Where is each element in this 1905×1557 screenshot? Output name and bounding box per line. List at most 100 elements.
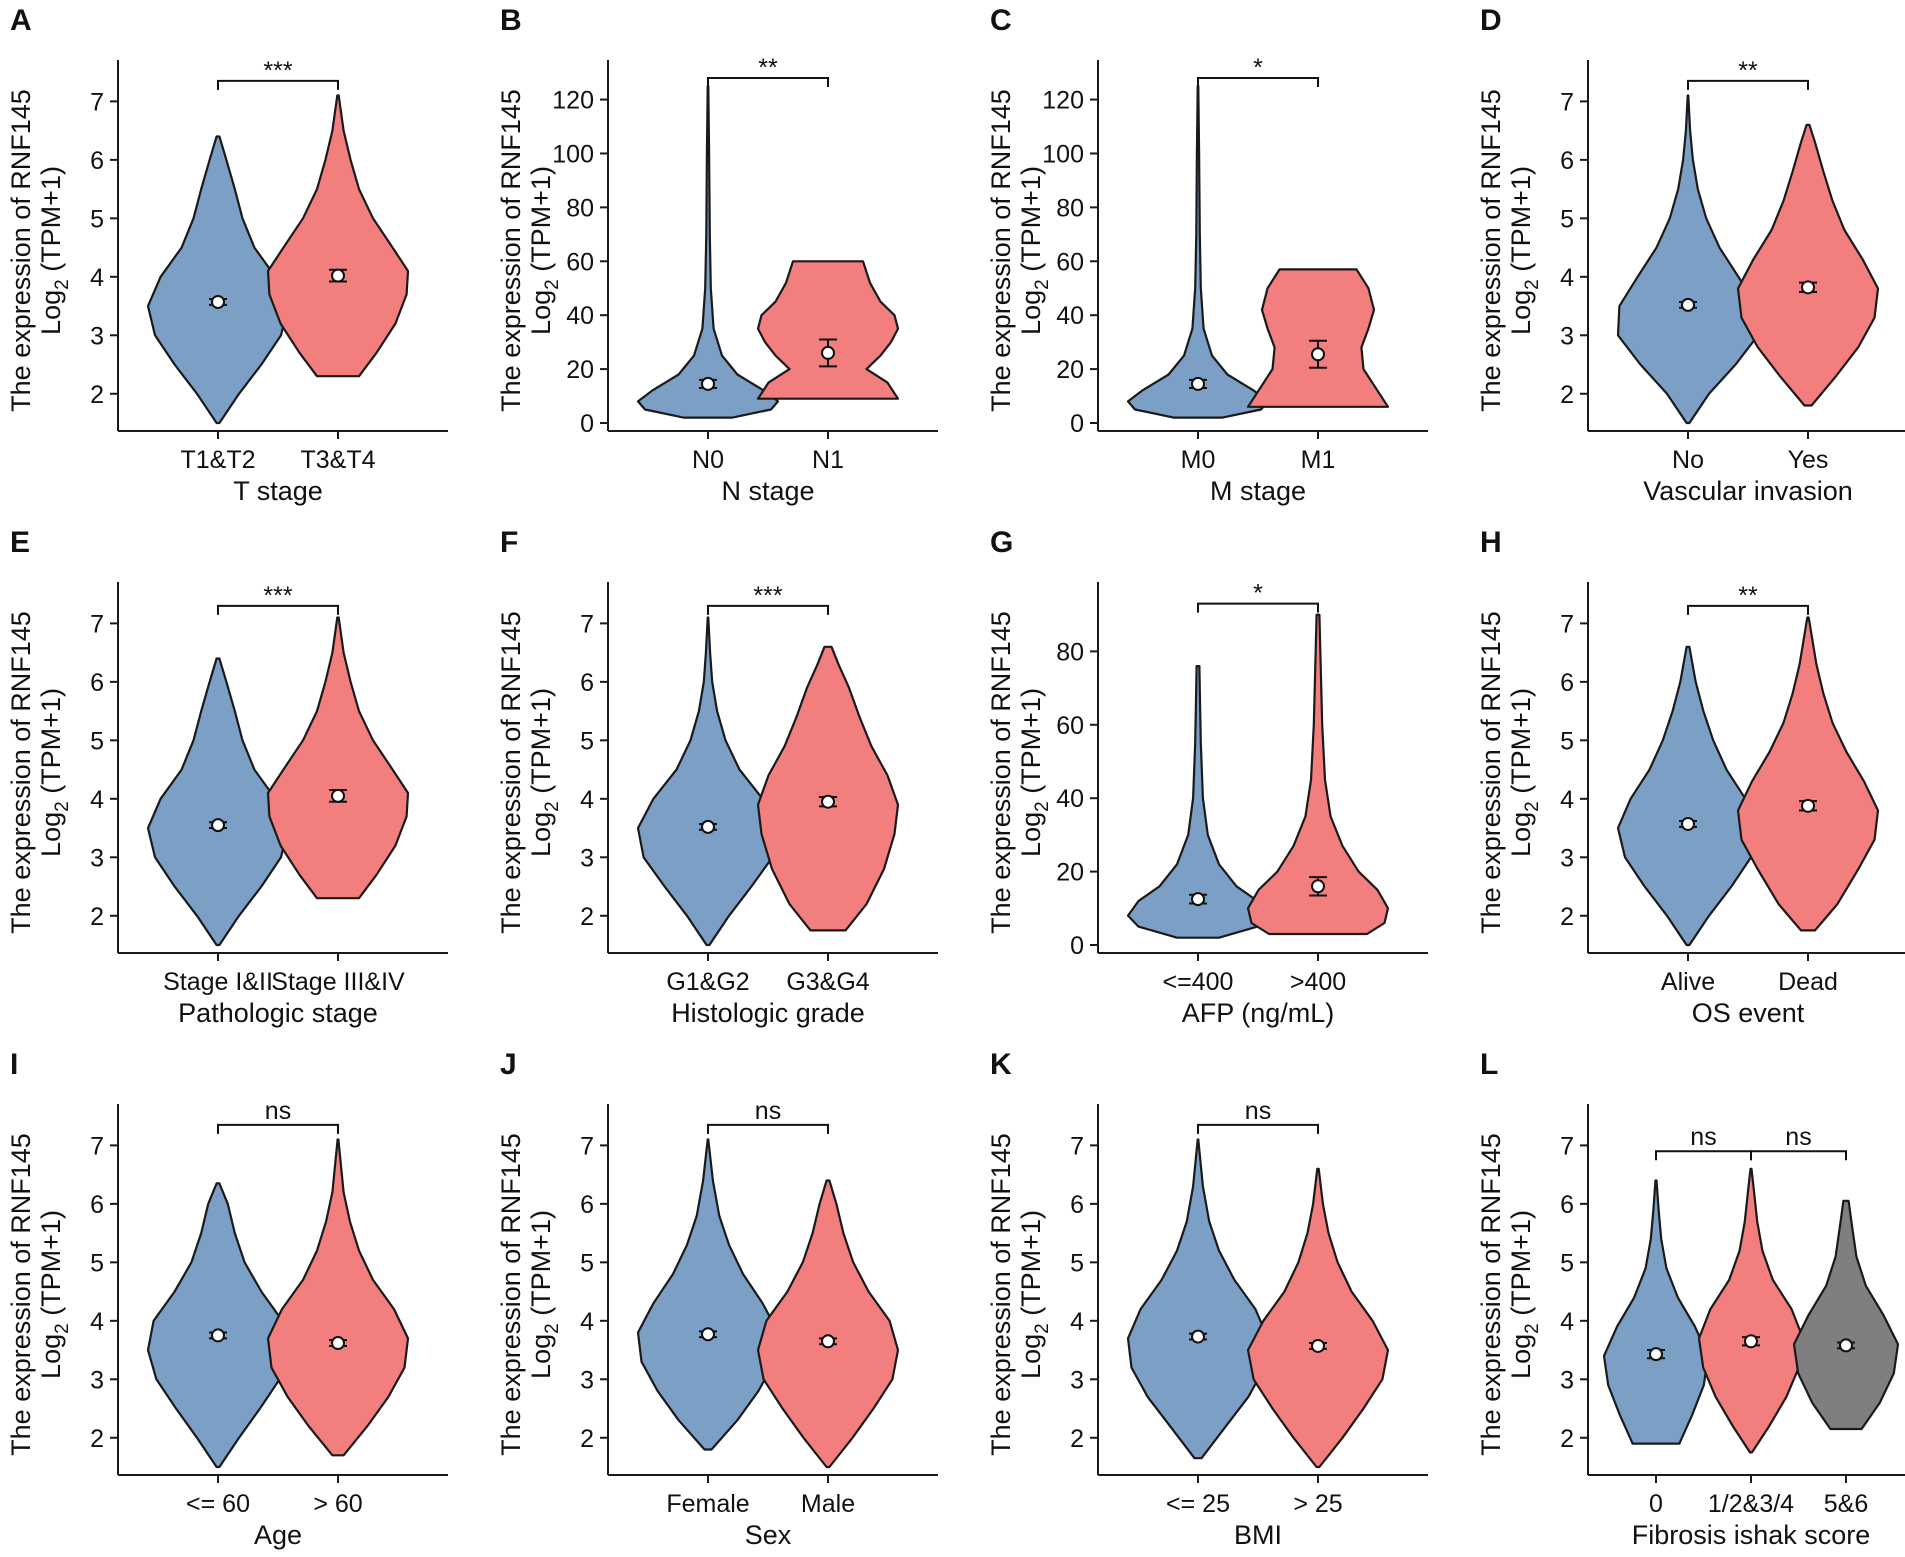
y-axis-title-log: Log: [1506, 1334, 1536, 1379]
violin-1: [756, 260, 900, 400]
significance-bracket: [1687, 79, 1809, 90]
y-axis-title-line1: The expression of RNF145: [6, 89, 36, 412]
x-axis-title: BMI: [1234, 1520, 1282, 1550]
significance-label: ns: [755, 1097, 781, 1125]
y-tick-label: 5: [1070, 1249, 1084, 1277]
y-tick-label: 7: [1560, 610, 1574, 638]
x-category-label: M1: [1301, 446, 1336, 474]
panel-letter: H: [1480, 526, 1502, 559]
x-category-label: 1/2&3/4: [1708, 1490, 1794, 1518]
y-tick-label: 6: [90, 669, 104, 697]
y-tick-label: 4: [90, 264, 104, 292]
y-axis-title-line2: Log2 (TPM+1): [1506, 1210, 1543, 1379]
y-axis-title-subscript: 2: [1522, 1323, 1543, 1334]
y-tick-label: 7: [90, 88, 104, 116]
y-tick-label: 6: [580, 669, 594, 697]
x-category-label: 0: [1649, 1490, 1663, 1518]
significance-label: ns: [1245, 1097, 1271, 1125]
significance-label: *: [1253, 54, 1263, 82]
significance-bracket: [1197, 602, 1319, 613]
y-axis-title-line2: Log2 (TPM+1): [526, 166, 563, 335]
y-axis-title-line1: The expression of RNF145: [986, 1133, 1016, 1456]
y-tick-label: 6: [1560, 669, 1574, 697]
y-tick-label: 7: [90, 1132, 104, 1160]
y-tick-label: 0: [1070, 932, 1084, 960]
panel-letter: K: [990, 1048, 1012, 1081]
y-axis-title-subscript: 2: [52, 801, 73, 812]
median-point: [211, 818, 225, 833]
y-tick-label: 4: [580, 1308, 594, 1336]
x-axis-title: M stage: [1210, 476, 1306, 506]
y-tick-label: 20: [1056, 859, 1084, 887]
x-category-label: G1&G2: [666, 968, 749, 996]
y-tick-label: 5: [90, 205, 104, 233]
y-axis-title-line1: The expression of RNF145: [986, 89, 1016, 412]
y-tick-label: 7: [90, 610, 104, 638]
median-point: [331, 1336, 345, 1351]
y-tick-label: 4: [1560, 1308, 1574, 1336]
y-tick-label: 20: [1056, 356, 1084, 384]
violin-1: [1246, 1167, 1390, 1469]
significance-label: **: [1738, 582, 1758, 610]
y-axis-title-log: Log: [526, 1334, 556, 1379]
y-tick-label: 2: [580, 1425, 594, 1453]
panel-letter: F: [500, 526, 518, 559]
y-tick-label: 6: [580, 1191, 594, 1219]
y-axis-title-unit: (TPM+1): [1506, 166, 1536, 279]
y-tick-label: 2: [90, 903, 104, 931]
y-tick-label: 5: [1560, 727, 1574, 755]
x-category-label: T1&T2: [180, 446, 255, 474]
y-axis-title-line2: Log2 (TPM+1): [36, 166, 73, 335]
significance-bracket: [1197, 1123, 1319, 1134]
y-tick-label: 100: [1042, 140, 1084, 168]
y-tick-label: 2: [1560, 1425, 1574, 1453]
violin-1: [266, 1138, 410, 1457]
y-axis-title-log: Log: [36, 290, 66, 335]
y-axis-title-log: Log: [526, 812, 556, 857]
significance-bracket: [707, 604, 829, 615]
y-axis-title-unit: (TPM+1): [36, 688, 66, 801]
median-point: [1681, 297, 1695, 312]
y-axis-title-subscript: 2: [1032, 1323, 1053, 1334]
y-axis-title-unit: (TPM+1): [1016, 1210, 1046, 1323]
y-axis-title-log: Log: [1016, 812, 1046, 857]
y-axis-title-unit: (TPM+1): [1506, 1210, 1536, 1323]
significance-bracket: [1655, 1150, 1752, 1161]
median-point: [821, 345, 835, 360]
significance-bracket: [707, 77, 829, 87]
y-axis-title-line1: The expression of RNF145: [1476, 611, 1506, 934]
y-tick-label: 2: [1070, 1425, 1084, 1453]
x-category-label: > 60: [313, 1490, 362, 1518]
y-tick-label: 0: [580, 410, 594, 438]
significance-bracket: [1687, 604, 1809, 615]
y-tick-label: 3: [90, 322, 104, 350]
median-point: [1191, 376, 1205, 391]
x-axis-title: N stage: [721, 476, 814, 506]
significance-label: **: [1738, 57, 1758, 85]
y-axis-title-subscript: 2: [542, 279, 563, 290]
violin-1: [756, 645, 900, 932]
y-axis-title-subscript: 2: [542, 1323, 563, 1334]
y-axis-title: The expression of RNF145 Log2 (TPM+1): [6, 89, 73, 412]
median-point: [211, 1328, 225, 1343]
x-category-label: Stage I&II: [163, 968, 273, 996]
y-tick-label: 120: [1042, 87, 1084, 115]
x-axis-title: Pathologic stage: [178, 998, 378, 1028]
significance-label: **: [758, 54, 778, 82]
median-point: [821, 1334, 835, 1349]
y-tick-label: 3: [580, 844, 594, 872]
y-tick-label: 4: [90, 786, 104, 814]
y-tick-label: 3: [1560, 844, 1574, 872]
x-category-label: N1: [812, 446, 844, 474]
violin-1: [756, 1179, 900, 1469]
panel-letter: J: [500, 1048, 517, 1081]
x-category-label: No: [1672, 446, 1704, 474]
y-axis-title: The expression of RNF145 Log2 (TPM+1): [496, 1133, 563, 1456]
